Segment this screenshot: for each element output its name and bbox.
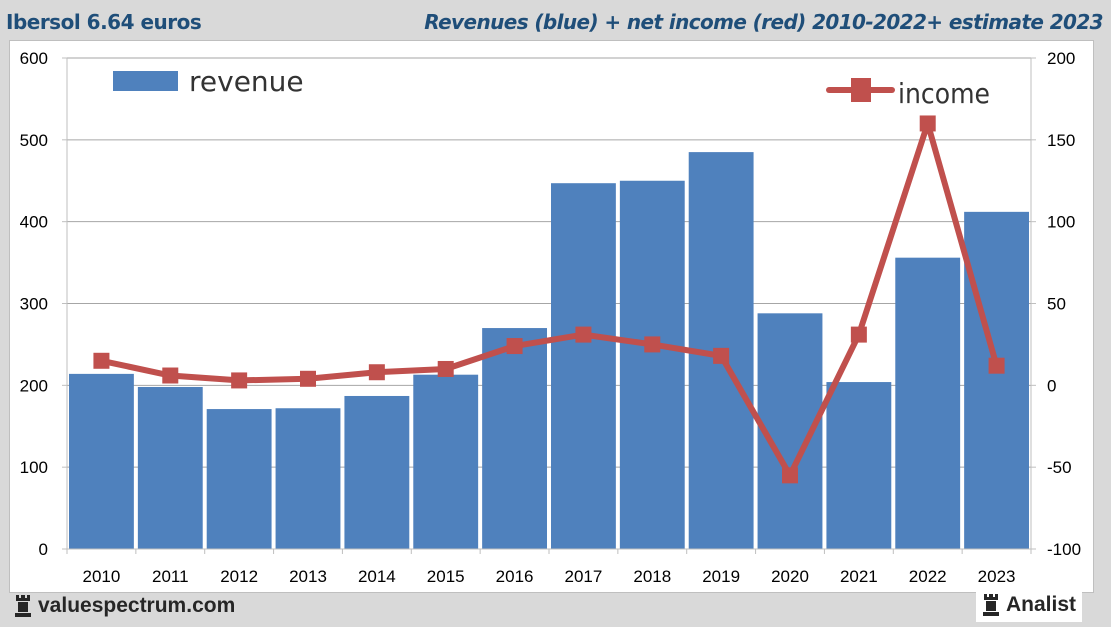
y-right-label: -50 bbox=[1047, 458, 1072, 477]
x-label: 2012 bbox=[220, 567, 258, 586]
y-right-label: 150 bbox=[1047, 131, 1075, 150]
footer-brand-left: valuespectrum.com bbox=[14, 594, 235, 618]
y-left-label: 200 bbox=[20, 376, 48, 395]
revenue-bars bbox=[69, 152, 1029, 549]
income-point-2021 bbox=[850, 326, 867, 343]
income-line bbox=[93, 115, 1005, 484]
y-left-label: 400 bbox=[20, 213, 48, 232]
revenue-bar-2014 bbox=[344, 395, 410, 549]
income-point-2016 bbox=[506, 338, 523, 355]
revenue-bar-2018 bbox=[619, 180, 685, 549]
chart-title-right: Revenues (blue) + net income (red) 2010-… bbox=[424, 10, 1103, 34]
x-label: 2014 bbox=[358, 567, 396, 586]
y-left-label: 100 bbox=[20, 458, 48, 477]
x-label: 2021 bbox=[840, 567, 878, 586]
x-label: 2015 bbox=[427, 567, 465, 586]
rook-icon bbox=[15, 595, 31, 617]
revenue-bar-2017 bbox=[551, 183, 616, 549]
legend-revenue-swatch bbox=[113, 71, 178, 91]
footer-brand-right: Analist bbox=[976, 588, 1083, 622]
x-label: 2019 bbox=[702, 567, 740, 586]
rook-icon bbox=[983, 594, 999, 616]
income-point-2013 bbox=[300, 370, 316, 387]
revenue-bar-2021 bbox=[826, 382, 892, 549]
legend-income-marker bbox=[851, 78, 871, 102]
x-label: 2018 bbox=[633, 567, 671, 586]
axes bbox=[62, 57, 1036, 554]
income-point-2012 bbox=[231, 372, 248, 389]
x-label: 2016 bbox=[496, 567, 534, 586]
valuespectrum-label: valuespectrum.com bbox=[38, 594, 236, 617]
revenue-bar-2010 bbox=[69, 373, 134, 549]
analist-label: Analist bbox=[1006, 593, 1077, 616]
income-point-2020 bbox=[782, 467, 798, 484]
revenue-bar-2012 bbox=[206, 409, 272, 549]
y-axis-right-labels: -100 -50 0 50 100 150 200 bbox=[1047, 49, 1081, 559]
revenue-bar-2013 bbox=[275, 408, 341, 549]
legend: revenue income bbox=[113, 65, 990, 110]
x-label: 2011 bbox=[152, 567, 189, 586]
y-right-label: -100 bbox=[1047, 540, 1081, 559]
y-right-label: 0 bbox=[1047, 376, 1056, 395]
x-label: 2010 bbox=[83, 567, 121, 586]
income-point-2015 bbox=[437, 360, 454, 377]
income-line-path bbox=[100, 120, 1000, 479]
y-right-label: 50 bbox=[1047, 295, 1066, 314]
legend-income-label: income bbox=[898, 77, 990, 110]
income-point-2014 bbox=[368, 364, 385, 381]
x-label: 2020 bbox=[771, 567, 809, 586]
y-left-label: 300 bbox=[20, 295, 48, 314]
y-left-label: 0 bbox=[39, 540, 48, 559]
chart-title-left: Ibersol 6.64 euros bbox=[6, 10, 202, 34]
revenue-bar-2011 bbox=[137, 386, 203, 549]
x-label: 2017 bbox=[565, 567, 603, 586]
income-point-2022 bbox=[919, 115, 936, 132]
revenue-bar-2023 bbox=[964, 211, 1029, 549]
income-point-2023 bbox=[988, 357, 1005, 374]
income-point-2010 bbox=[93, 352, 110, 369]
x-label: 2022 bbox=[909, 567, 947, 586]
income-point-2019 bbox=[713, 347, 730, 364]
revenue-bar-2022 bbox=[895, 257, 961, 549]
income-point-2017 bbox=[575, 326, 592, 343]
y-left-label: 500 bbox=[20, 131, 48, 150]
income-point-2018 bbox=[644, 336, 661, 353]
x-label: 2023 bbox=[978, 567, 1016, 586]
x-axis-labels: 2010 2011 2012 2013 2014 2015 2016 2017 2018 2019… bbox=[83, 567, 1016, 586]
revenue-bar-2015 bbox=[413, 374, 479, 549]
revenue-bar-2016 bbox=[482, 328, 547, 549]
y-right-label: 100 bbox=[1047, 213, 1075, 232]
x-label: 2013 bbox=[289, 567, 327, 586]
y-right-label: 200 bbox=[1047, 49, 1075, 68]
income-point-2011 bbox=[162, 367, 179, 384]
legend-revenue-label: revenue bbox=[189, 65, 304, 98]
y-axis-left-labels: 0 100 200 300 400 500 600 bbox=[20, 49, 48, 559]
y-left-label: 600 bbox=[20, 49, 48, 68]
